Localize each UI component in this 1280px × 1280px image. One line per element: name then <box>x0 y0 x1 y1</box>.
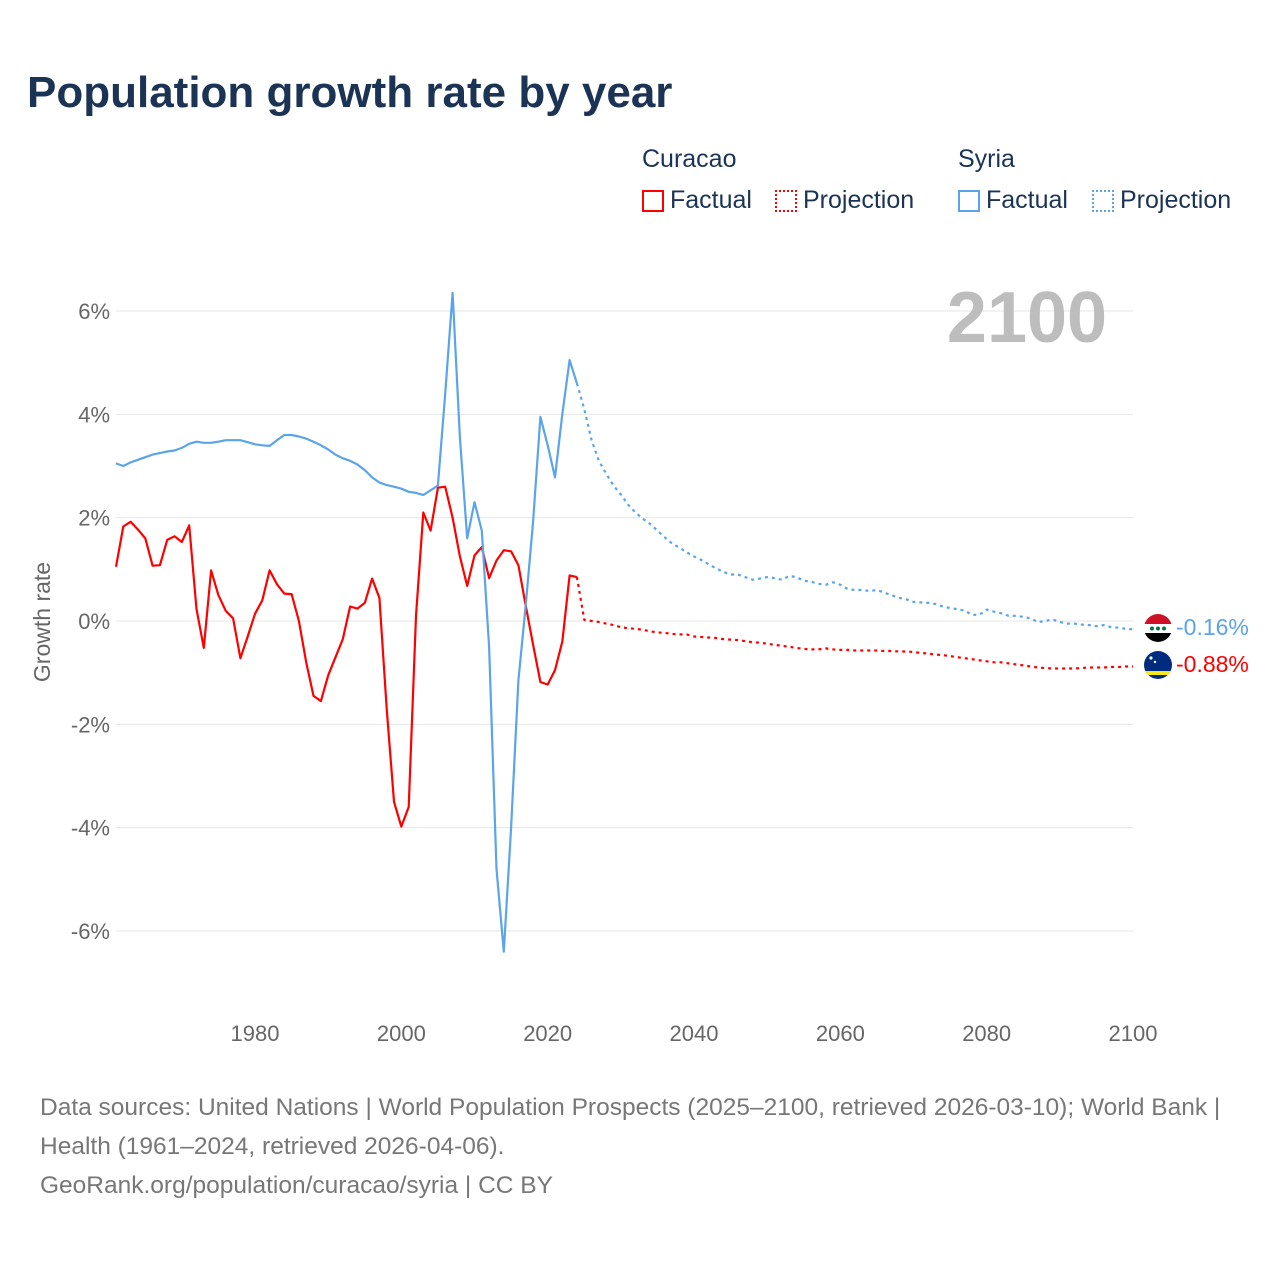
legend-label: Factual <box>986 186 1068 214</box>
y-tick-label: -6% <box>71 919 110 944</box>
y-tick-label: 2% <box>78 506 110 531</box>
x-tick-label: 2020 <box>523 1021 572 1046</box>
legend-group-syria: Syria <box>958 145 1015 173</box>
x-tick-label: 1980 <box>231 1021 280 1046</box>
year-display: 2100 <box>947 278 1107 358</box>
series-line-curacao-factual <box>114 485 578 828</box>
legend-swatch-dotted <box>775 189 797 212</box>
legend-label: Projection <box>1120 186 1232 214</box>
x-tick-label: 2040 <box>670 1021 719 1046</box>
chart-title: Population growth rate by year <box>27 68 673 117</box>
curacao-end-label: -0.88% <box>1176 651 1249 677</box>
data-sources: Data sources: United Nations | World Pop… <box>40 1094 1221 1160</box>
syria-end-label: -0.16% <box>1176 614 1249 640</box>
x-tick-label: 2060 <box>816 1021 865 1046</box>
y-tick-label: 0% <box>78 609 110 634</box>
syria-flag-icon <box>1144 614 1172 642</box>
y-tick-label: -4% <box>71 816 110 841</box>
credit-link[interactable]: GeoRank.org/population/curacao/syria | C… <box>40 1172 553 1199</box>
x-tick-label: 2100 <box>1109 1021 1158 1046</box>
legend-syria-factual[interactable]: Factual <box>958 186 1068 215</box>
y-tick-label: -2% <box>71 712 110 737</box>
legend-swatch-dotted <box>1092 189 1114 212</box>
x-tick-label: 2000 <box>377 1021 426 1046</box>
footer: Data sources: United Nations | World Pop… <box>40 1088 1240 1205</box>
legend-label: Factual <box>670 186 752 214</box>
legend-swatch-solid <box>642 189 664 212</box>
legend-curacao-factual[interactable]: Factual <box>642 186 752 215</box>
chart-area: 6% 4% 2% 0% -2% -4% -6% 1980 2000 2020 2040 2060 208… <box>29 278 1249 1046</box>
legend-group-curacao: Curacao <box>642 145 737 173</box>
curacao-flag-icon <box>1144 651 1172 679</box>
y-axis-label: Growth rate <box>29 562 55 682</box>
legend-syria-projection[interactable]: Projection <box>1092 186 1231 215</box>
legend-label: Projection <box>803 186 915 214</box>
series-line-curacao-projection <box>575 576 1133 670</box>
legend-curacao-projection[interactable]: Projection <box>775 186 914 215</box>
y-tick-label: 6% <box>78 299 110 324</box>
y-tick-label: 4% <box>78 402 110 427</box>
legend-swatch-solid <box>958 189 980 212</box>
x-tick-label: 2080 <box>962 1021 1011 1046</box>
series-line-syria-factual <box>115 291 578 953</box>
series-line-syria-projection <box>575 382 1134 631</box>
